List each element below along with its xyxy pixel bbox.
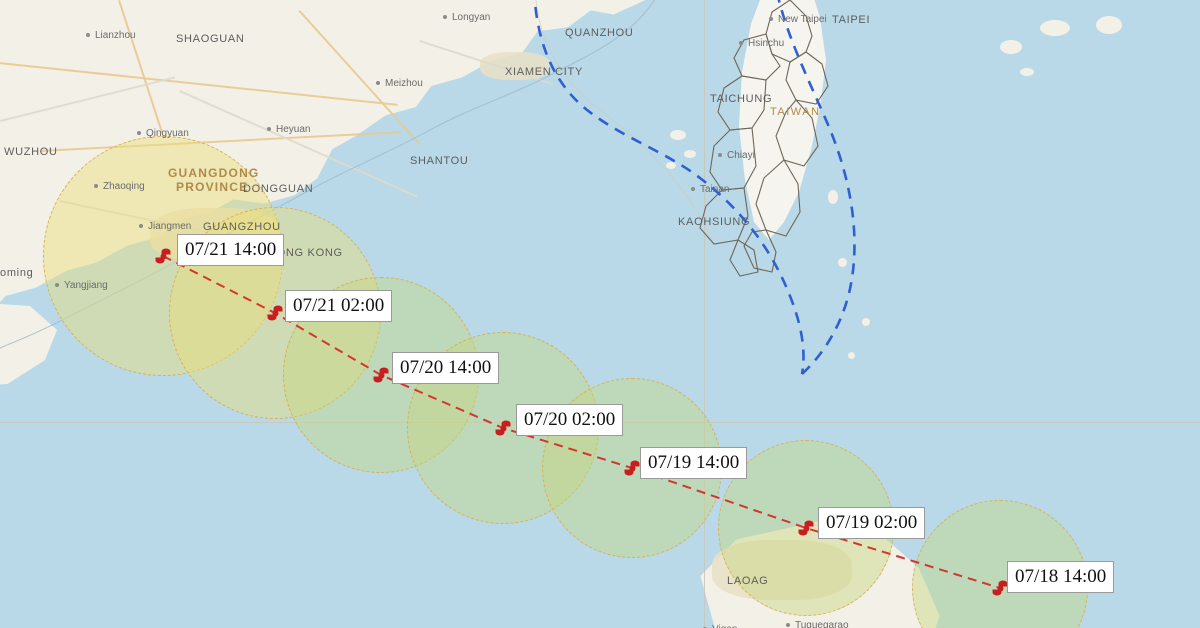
place-label-guangdong: GUANGDONG [168, 166, 260, 180]
graticule-longitude [704, 0, 705, 628]
place-label-shaoguan: SHAOGUAN [176, 33, 245, 45]
island-penghu-a [670, 130, 686, 140]
place-label-hsinchu: Hsinchu [738, 38, 785, 49]
forecast-time-label-p3[interactable]: 07/20 14:00 [392, 352, 500, 384]
place-label-chiayi: Chiayi [718, 150, 755, 161]
place-label-laoag: LAOAG [727, 575, 769, 587]
forecast-time-label-p6[interactable]: 07/19 02:00 [818, 507, 926, 539]
place-label-zhaoqing: Zhaoqing [94, 181, 145, 192]
place-label-province: PROVINCE [176, 180, 249, 194]
place-label-new-taipei: New Taipei [769, 14, 827, 25]
island-hateruma [1020, 68, 1034, 76]
place-label-heyuan: Heyuan [266, 124, 311, 135]
place-label-longyan: Longyan [442, 12, 491, 23]
place-label-qingyuan: Qingyuan [137, 128, 189, 139]
place-label-taichung: TAICHUNG [710, 93, 773, 105]
forecast-time-label-p2[interactable]: 07/21 02:00 [285, 290, 393, 322]
place-label-oming: oming [0, 267, 34, 279]
place-label-xiamen-city: XIAMEN CITY [505, 66, 583, 78]
place-label-jiangmen: Jiangmen [138, 221, 192, 232]
island-ishigaki [1096, 16, 1122, 34]
island-babuyan [848, 352, 855, 359]
island-batanes [862, 318, 870, 326]
island-yonaguni [1000, 40, 1022, 54]
place-label-dongguan: DONGGUAN [243, 183, 314, 195]
island-orchid-island [838, 258, 847, 267]
place-label-shantou: SHANTOU [410, 155, 469, 167]
typhoon-symbol-icon-p7 [992, 580, 1008, 596]
forecast-time-label-p7[interactable]: 07/18 14:00 [1007, 561, 1115, 593]
place-label-guangzhou: GUANGZHOU [203, 221, 281, 233]
typhoon-symbol-icon-p5 [624, 460, 640, 476]
island-penghu-b [684, 150, 696, 158]
island-penghu-c [666, 162, 676, 169]
forecast-time-label-p5[interactable]: 07/19 14:00 [640, 447, 748, 479]
place-label-taiwan: TAIWAN [770, 106, 821, 118]
place-label-wuzhou: WUZHOU [4, 146, 58, 158]
place-label-quanzhou: QUANZHOU [565, 27, 634, 39]
forecast-time-label-p4[interactable]: 07/20 02:00 [516, 404, 624, 436]
island-green-island [828, 190, 838, 204]
typhoon-symbol-icon-p6 [798, 520, 814, 536]
island-iriomote [1040, 20, 1070, 36]
typhoon-symbol-icon-p3 [373, 367, 389, 383]
typhoon-symbol-icon-p1 [155, 248, 171, 264]
typhoon-symbol-icon-p2 [267, 305, 283, 321]
place-label-tainan: Tainan [690, 184, 730, 195]
place-label-taipei: TAIPEI [832, 14, 871, 26]
place-label-hong-kong: HONG KONG [268, 247, 343, 259]
urban-area-xiamen [480, 52, 550, 80]
place-label-kaohsiung: KAOHSIUNG [678, 216, 751, 228]
place-label-tuguegarao: Tuguegarao [786, 620, 849, 628]
place-label-yangjiang: Yangjiang [55, 280, 108, 291]
place-label-meizhou: Meizhou [376, 78, 423, 89]
forecast-time-label-p1[interactable]: 07/21 14:00 [177, 234, 285, 266]
place-label-lianzhou: Lianzhou [86, 30, 136, 41]
typhoon-symbol-icon-p4 [495, 420, 511, 436]
